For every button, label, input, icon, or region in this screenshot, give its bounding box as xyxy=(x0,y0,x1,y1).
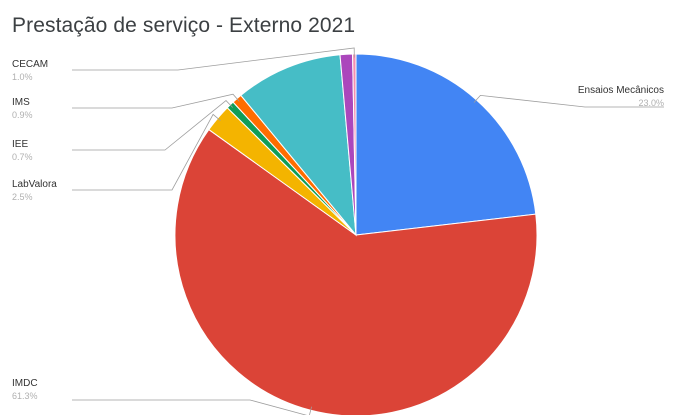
leader-line-imdc xyxy=(72,399,312,415)
slice-percent-iee: 0.7% xyxy=(12,152,33,162)
slice-label-iee: IEE xyxy=(12,139,28,150)
leader-line-iee xyxy=(72,100,233,151)
slice-percent-ims: 0.9% xyxy=(12,110,33,120)
chart-title: Prestação de serviço - Externo 2021 xyxy=(12,14,356,37)
slice-percent-imdc: 61.3% xyxy=(12,391,38,401)
slice-label-labvalora: LabValora xyxy=(12,179,57,190)
slice-label-imdc: IMDC xyxy=(12,378,38,389)
slice-percent-ensaios-mecanicos: 23.0% xyxy=(638,98,664,108)
pie-slice-unlabeled-5 xyxy=(240,54,357,237)
leader-line-ims xyxy=(72,93,240,109)
slice-percent-cecam: 1.0% xyxy=(12,72,33,82)
leader-line-labvalora xyxy=(72,113,221,191)
leader-line-cecam xyxy=(72,47,355,71)
leader-line-ensaios-mecanicos xyxy=(473,94,664,108)
slice-label-cecam: CECAM xyxy=(12,59,48,70)
slice-percent-labvalora: 2.5% xyxy=(12,192,33,202)
slice-label-ims: IMS xyxy=(12,97,30,108)
pie-slice-ensaios-mecanicos xyxy=(355,53,537,236)
slice-label-ensaios-mecanicos: Ensaios Mecânicos xyxy=(578,85,664,96)
